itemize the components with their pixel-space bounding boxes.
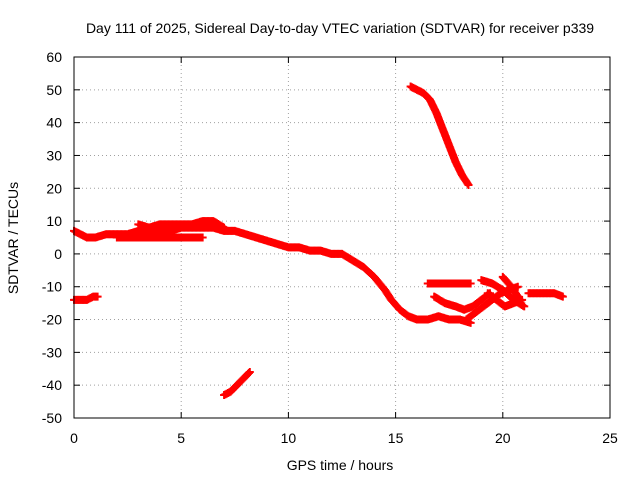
series-upper-band: [134, 217, 229, 232]
y-tick-label: 60: [46, 49, 62, 65]
data-point: [520, 302, 529, 311]
y-tick-label: -40: [42, 377, 62, 393]
x-tick-label: 20: [495, 430, 511, 446]
y-tick-label: 30: [46, 147, 62, 163]
data-point: [558, 292, 567, 301]
series-segment-g: [524, 289, 567, 301]
x-tick-label: 0: [70, 430, 78, 446]
y-axis-label: SDTVAR / TECUs: [5, 182, 21, 294]
series-segment-a: [423, 279, 475, 288]
y-tick-label: -10: [42, 279, 62, 295]
y-tick-label: 0: [54, 246, 62, 262]
series-mid-negative: [220, 368, 254, 400]
data-point: [466, 279, 475, 288]
x-tick-label: 15: [388, 430, 404, 446]
x-axis-label: GPS time / hours: [287, 457, 394, 473]
x-tick-label: 5: [177, 430, 185, 446]
chart-title: Day 111 of 2025, Sidereal Day-to-day VTE…: [86, 20, 594, 36]
plot-frame: [73, 56, 611, 419]
data-point: [93, 292, 102, 301]
series-early-negative: [70, 292, 102, 304]
y-tick-label: -20: [42, 312, 62, 328]
ticks-layer: 0 5 10 15 20 25 -50 -40 -30 -20 -10 0 10 20 30 40 50 60: [42, 49, 618, 446]
x-tick-label: 10: [281, 430, 297, 446]
series-lower-band: [112, 233, 207, 242]
data-point: [515, 295, 524, 304]
data-point: [245, 368, 254, 377]
x-tick-label: 25: [602, 430, 618, 446]
series-segment-f: [498, 272, 524, 304]
y-tick-label: 40: [46, 115, 62, 131]
data-layer: [70, 82, 567, 400]
data-point: [220, 223, 229, 232]
data-point: [464, 180, 473, 189]
y-tick-label: -50: [42, 410, 62, 426]
series-segment-b: [430, 289, 494, 314]
y-tick-label: 10: [46, 213, 62, 229]
data-point: [198, 233, 207, 242]
series-high-descent: [406, 82, 473, 189]
y-tick-label: 50: [46, 82, 62, 98]
y-tick-label: 20: [46, 180, 62, 196]
y-tick-label: -30: [42, 344, 62, 360]
